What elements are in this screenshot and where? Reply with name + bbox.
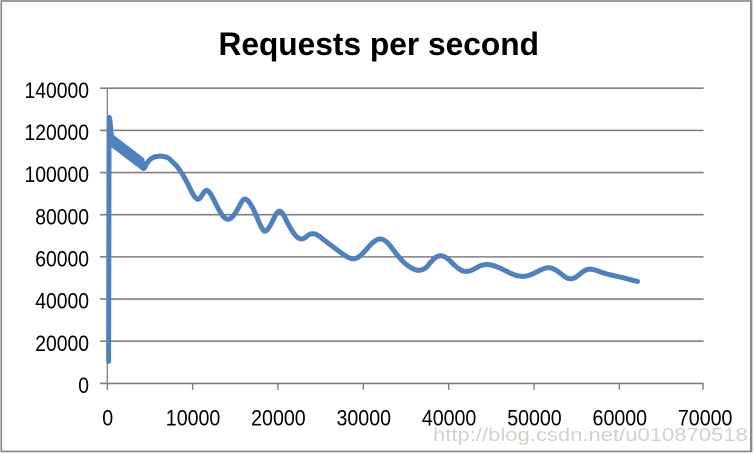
svg-text:140000: 140000: [25, 78, 90, 103]
svg-text:40000: 40000: [35, 289, 89, 314]
svg-text:0: 0: [102, 406, 113, 431]
svg-text:30000: 30000: [337, 406, 392, 431]
svg-text:Requests per second: Requests per second: [218, 26, 539, 62]
svg-text:70000: 70000: [678, 406, 733, 431]
svg-text:60000: 60000: [593, 406, 648, 431]
svg-text:0: 0: [78, 373, 89, 398]
svg-text:80000: 80000: [35, 204, 89, 229]
svg-text:100000: 100000: [25, 162, 90, 187]
svg-text:10000: 10000: [166, 406, 221, 431]
svg-text:20000: 20000: [35, 331, 89, 356]
svg-text:50000: 50000: [507, 406, 562, 431]
svg-text:http://blog.csdn.net/u01087051: http://blog.csdn.net/u010870518: [433, 424, 748, 445]
svg-text:40000: 40000: [422, 406, 477, 431]
svg-text:20000: 20000: [251, 406, 306, 431]
svg-text:60000: 60000: [35, 246, 89, 271]
svg-text:120000: 120000: [25, 120, 90, 145]
